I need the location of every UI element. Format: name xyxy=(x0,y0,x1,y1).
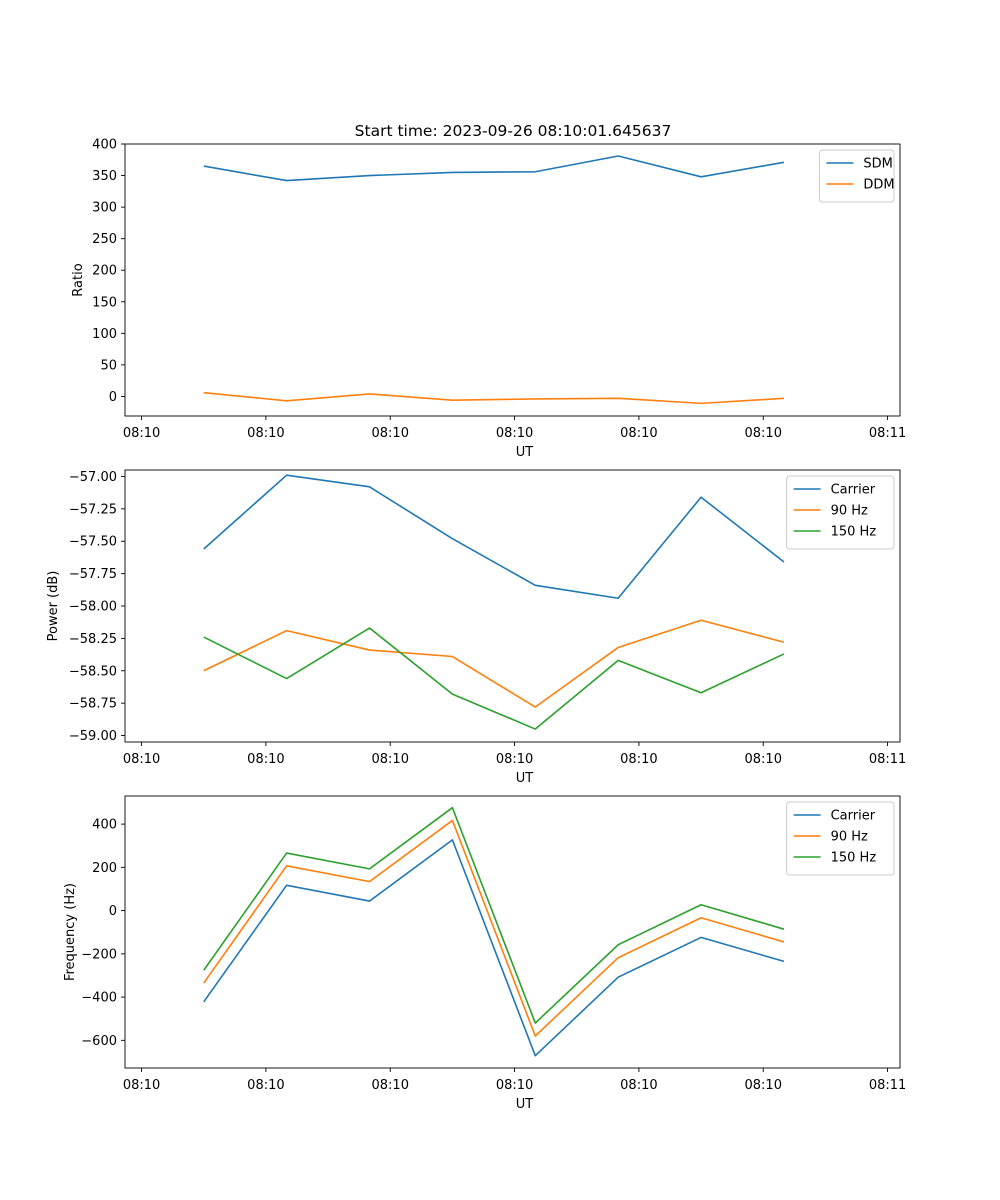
x-tick-label: 08:10 xyxy=(620,752,657,767)
y-tick-label: 400 xyxy=(92,138,117,153)
y-axis-label: Power (dB) xyxy=(46,571,61,642)
figure-title: Start time: 2023-09-26 08:10:01.645637 xyxy=(355,122,672,140)
y-tick-label: −57.00 xyxy=(69,470,117,485)
x-tick-label: 08:10 xyxy=(496,426,533,441)
axes-frame xyxy=(124,143,901,417)
x-tick-label: 08:10 xyxy=(372,752,409,767)
series-line-90-hz xyxy=(203,819,785,1037)
legend-label: DDM xyxy=(863,178,894,193)
legend-label: 150 Hz xyxy=(831,851,877,866)
y-tick-label: −58.75 xyxy=(69,697,117,712)
x-tick-label: 08:10 xyxy=(620,1078,657,1093)
legend-label: 90 Hz xyxy=(831,504,868,519)
x-axis-label: UT xyxy=(516,771,534,786)
x-tick-label: 08:10 xyxy=(496,1078,533,1093)
x-tick-label: 08:10 xyxy=(123,1078,160,1093)
series-group xyxy=(203,474,785,730)
y-tick-label: 0 xyxy=(109,390,117,405)
x-tick-label: 08:10 xyxy=(745,426,782,441)
axes-frame xyxy=(124,795,901,1069)
x-tick-label: 08:10 xyxy=(123,752,160,767)
legend: SDM DDM xyxy=(818,149,895,203)
series-line-carrier xyxy=(203,474,785,600)
y-tick-label: 50 xyxy=(100,358,117,373)
x-tick-label: 08:10 xyxy=(123,426,160,441)
series-line-ddm xyxy=(203,391,785,405)
x-tick-label: 08:10 xyxy=(372,426,409,441)
series-group xyxy=(203,806,785,1057)
y-tick-label: −58.25 xyxy=(69,632,117,647)
y-tick-label: −600 xyxy=(81,1034,117,1049)
y-tick-label: 200 xyxy=(92,861,117,876)
x-tick-label: 08:10 xyxy=(496,752,533,767)
y-tick-label: 0 xyxy=(109,904,117,919)
x-tick-label: 08:10 xyxy=(745,1078,782,1093)
subplot-2: 08:10 08:10 08:10 08:10 08:10 08:10 08:11 −59.0… xyxy=(46,469,906,786)
y-axis-label: Frequency (Hz) xyxy=(63,883,78,981)
y-tick-label: −400 xyxy=(81,991,117,1006)
x-tick-label: 08:10 xyxy=(745,752,782,767)
y-tick-label: −57.25 xyxy=(69,502,117,517)
y-tick-label: −58.00 xyxy=(69,600,117,615)
x-tick-label: 08:10 xyxy=(372,1078,409,1093)
y-tick-label: −59.00 xyxy=(69,729,117,744)
x-axis-label: UT xyxy=(516,445,534,460)
y-tick-label: 150 xyxy=(92,295,117,310)
x-tick-label: 08:10 xyxy=(247,752,284,767)
y-tick-label: −200 xyxy=(81,947,117,962)
legend-label: Carrier xyxy=(831,483,876,498)
legend-label: 150 Hz xyxy=(831,525,877,540)
x-tick-label: 08:10 xyxy=(620,426,657,441)
x-axis-label: UT xyxy=(516,1097,534,1112)
subplot-1: 08:10 08:10 08:10 08:10 08:10 08:10 08:11 0 50 10… xyxy=(71,138,906,461)
y-tick-label: 200 xyxy=(92,264,117,279)
y-tick-label: 100 xyxy=(92,327,117,342)
y-tick-label: −58.50 xyxy=(69,664,117,679)
y-tick-label: 350 xyxy=(92,169,117,184)
legend-label: 90 Hz xyxy=(831,830,868,845)
y-tick-label: 300 xyxy=(92,201,117,216)
y-tick-label: −57.50 xyxy=(69,535,117,550)
x-tick-label: 08:11 xyxy=(869,426,906,441)
series-group xyxy=(203,155,785,405)
x-tick-label: 08:10 xyxy=(247,1078,284,1093)
legend-label: Carrier xyxy=(831,809,876,824)
x-tick-label: 08:11 xyxy=(869,752,906,767)
x-tick-label: 08:10 xyxy=(247,426,284,441)
legend-label: SDM xyxy=(863,157,892,172)
y-tick-label: 400 xyxy=(92,818,117,833)
y-tick-label: −57.75 xyxy=(69,567,117,582)
series-line-150-hz xyxy=(203,806,785,1024)
series-line-sdm xyxy=(203,155,785,182)
legend: Carrier 90 Hz 150 Hz xyxy=(786,475,895,550)
series-line-90-hz xyxy=(203,619,785,708)
series-line-carrier xyxy=(203,839,785,1057)
y-tick-label: 250 xyxy=(92,232,117,247)
subplot-3: 08:10 08:10 08:10 08:10 08:10 08:10 08:11 −600 −… xyxy=(63,795,906,1112)
series-line-150-hz xyxy=(203,627,785,730)
legend: Carrier 90 Hz 150 Hz xyxy=(786,801,895,876)
subplot-panels: 08:10 08:10 08:10 08:10 08:10 08:10 08:11 0 50 10… xyxy=(46,138,906,1113)
x-tick-label: 08:11 xyxy=(869,1078,906,1093)
y-axis-label: Ratio xyxy=(71,263,86,296)
